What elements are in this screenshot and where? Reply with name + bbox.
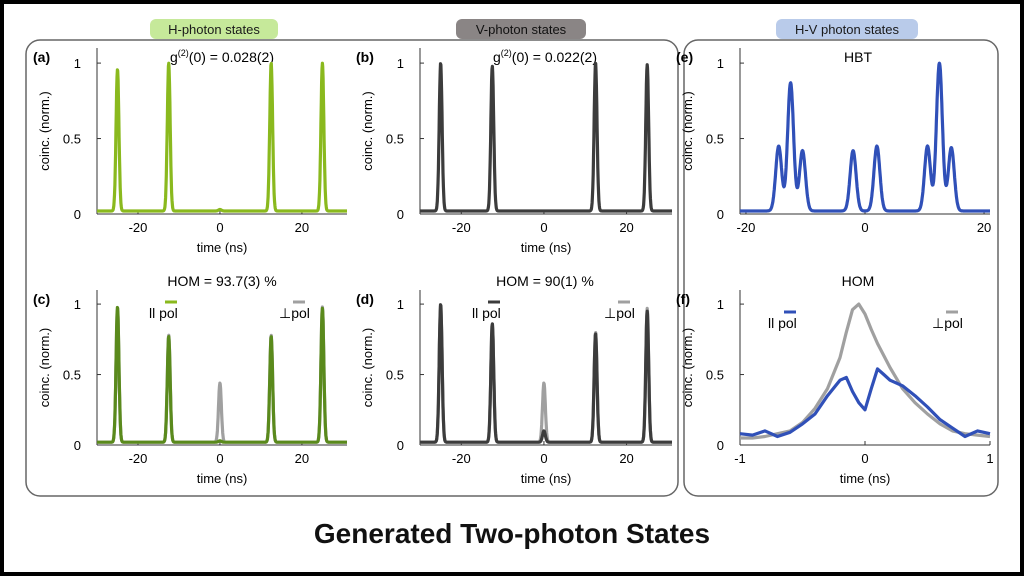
y-axis-label: coinc. (norm.) — [680, 328, 695, 407]
x-tick-label: -20 — [737, 220, 756, 235]
x-tick-label: -20 — [129, 220, 148, 235]
hv-photon-group-box — [683, 39, 999, 497]
header-hv-bg — [776, 19, 918, 39]
series-line-perp-pol — [95, 305, 349, 444]
y-tick-label: 0 — [717, 438, 724, 453]
x-axis-label: time (ns) — [840, 471, 891, 486]
series-line-data — [738, 61, 992, 213]
y-tick-label: 1 — [74, 56, 81, 71]
series-line-data — [418, 61, 674, 213]
series-line-perp-pol — [418, 304, 674, 444]
panel-label: (d) — [356, 291, 374, 307]
figure-caption: Generated Two-photon States — [313, 518, 711, 549]
panel-title: HBT — [844, 49, 872, 65]
x-tick-label: -20 — [452, 220, 471, 235]
panel-label: (a) — [33, 49, 50, 65]
series-line-par-pol — [739, 367, 991, 439]
y-axis-label: coinc. (norm.) — [37, 91, 52, 170]
panel-label: (f) — [676, 291, 690, 307]
y-axis-label: coinc. (norm.) — [360, 328, 375, 407]
legend-label-perp: ⊥pol — [279, 305, 310, 321]
y-tick-label: 0.5 — [386, 368, 404, 383]
x-tick-label: 0 — [216, 451, 223, 466]
header-hv: H-V photon states — [795, 22, 900, 37]
x-tick-label: 0 — [216, 220, 223, 235]
legend-label-par: ll pol — [472, 305, 501, 321]
legend-label-par: ll pol — [149, 305, 178, 321]
panel-title: HOM = 93.7(3) % — [167, 273, 276, 289]
panel-d: (d) HOM = 90(1) % -20 0 20 0 0.5 1 time (ns) coin… — [356, 273, 674, 486]
y-tick-label: 1 — [717, 297, 724, 312]
y-tick-label: 0 — [397, 438, 404, 453]
header-h-bg — [150, 19, 278, 39]
panel-label: (b) — [356, 49, 374, 65]
panel-f: (f) HOM -1 0 1 0 0.5 1 time (ns) coinc. (norm.) ll… — [676, 273, 994, 486]
hv-group-box — [25, 39, 679, 497]
series-line-par-pol — [95, 305, 349, 444]
panel-label: (c) — [33, 291, 50, 307]
y-tick-label: 0.5 — [706, 132, 724, 147]
y-tick-label: 0 — [74, 438, 81, 453]
panel-title: HOM — [842, 273, 875, 289]
y-tick-label: 0.5 — [706, 368, 724, 383]
y-tick-label: 0 — [397, 207, 404, 222]
panel-b: (b) g(2)(0) = 0.022(2) -20 0 20 0 0.5 1 time (ns… — [356, 48, 674, 255]
x-tick-label: 0 — [540, 220, 547, 235]
legend-label-par: ll pol — [768, 315, 797, 331]
panel-e: (e) HBT -20 0 20 0 0.5 1 coinc. (norm.) — [676, 48, 991, 235]
y-tick-label: 0 — [74, 207, 81, 222]
x-tick-label: -20 — [129, 451, 148, 466]
x-tick-label: 0 — [861, 220, 868, 235]
header-v: V-photon states — [476, 22, 567, 37]
y-axis-label: coinc. (norm.) — [680, 91, 695, 170]
x-axis-label: time (ns) — [521, 240, 572, 255]
y-tick-label: 0 — [717, 207, 724, 222]
series-line-data — [95, 61, 349, 213]
legend-label-perp: ⊥pol — [604, 305, 635, 321]
x-tick-label: 20 — [619, 451, 633, 466]
x-tick-label: 20 — [619, 220, 633, 235]
header-v-bg — [456, 19, 586, 39]
x-tick-label: 0 — [540, 451, 547, 466]
y-tick-label: 1 — [717, 56, 724, 71]
x-tick-label: 1 — [986, 451, 993, 466]
x-axis-label: time (ns) — [197, 471, 248, 486]
x-axis-label: time (ns) — [521, 471, 572, 486]
panel-title: HOM = 90(1) % — [496, 273, 594, 289]
y-tick-label: 0.5 — [63, 368, 81, 383]
y-axis-label: coinc. (norm.) — [360, 91, 375, 170]
y-tick-label: 1 — [397, 56, 404, 71]
panel-label: (e) — [676, 49, 693, 65]
panel-title: g(2)(0) = 0.022(2) — [493, 48, 597, 65]
y-tick-label: 1 — [74, 297, 81, 312]
y-tick-label: 1 — [397, 297, 404, 312]
y-tick-label: 0.5 — [386, 132, 404, 147]
panel-title: g(2)(0) = 0.028(2) — [170, 48, 274, 65]
x-tick-label: 0 — [861, 451, 868, 466]
figure-frame — [4, 4, 1020, 572]
series-line-par-pol — [418, 303, 674, 444]
x-axis-label: time (ns) — [197, 240, 248, 255]
y-axis-label: coinc. (norm.) — [37, 328, 52, 407]
x-tick-label: 20 — [977, 220, 991, 235]
x-tick-label: 20 — [295, 220, 309, 235]
legend-label-perp: ⊥pol — [932, 315, 963, 331]
header-h: H-photon states — [168, 22, 260, 37]
panel-a: (a) g(2)(0) = 0.028(2) -20 0 20 0 0.5 1 time (ns… — [33, 48, 349, 255]
y-tick-label: 0.5 — [63, 132, 81, 147]
x-tick-label: -1 — [734, 451, 746, 466]
panel-c: (c) HOM = 93.7(3) % -20 0 20 0 0.5 1 time (ns) co… — [33, 273, 349, 486]
x-tick-label: -20 — [452, 451, 471, 466]
x-tick-label: 20 — [295, 451, 309, 466]
